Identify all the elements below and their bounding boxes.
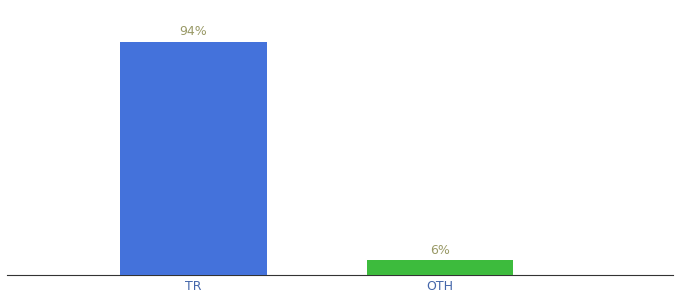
Text: 94%: 94% bbox=[180, 25, 207, 38]
Text: 6%: 6% bbox=[430, 244, 450, 256]
Bar bbox=[120, 42, 267, 275]
Bar bbox=[367, 260, 513, 275]
